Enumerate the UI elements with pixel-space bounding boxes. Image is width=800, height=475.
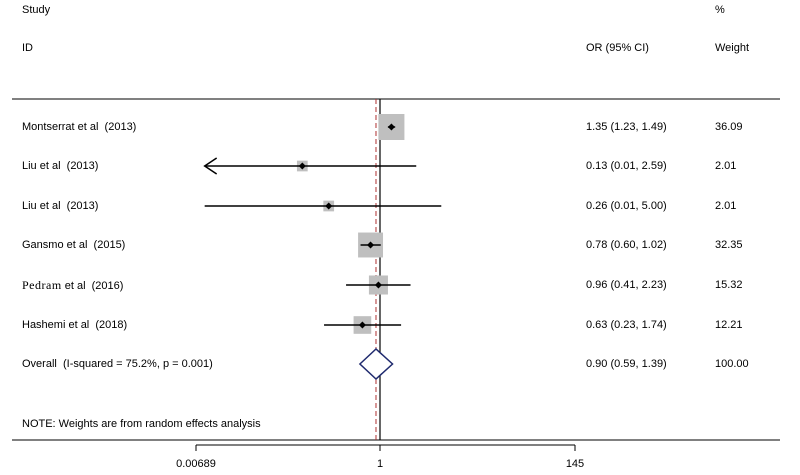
study-label: Pedram et al (2016) xyxy=(22,278,124,292)
ci-text: 0.96 (0.41, 2.23) xyxy=(586,279,667,291)
header-id: ID xyxy=(22,42,33,54)
point-estimate xyxy=(325,202,333,210)
footnote: NOTE: Weights are from random effects an… xyxy=(22,418,261,430)
weight-text: 2.01 xyxy=(715,200,737,212)
header-weight: Weight xyxy=(715,42,750,54)
overall-weight-text: 100.00 xyxy=(715,358,749,370)
ci-text: 1.35 (1.23, 1.49) xyxy=(586,121,667,133)
point-estimate xyxy=(358,321,366,329)
weight-text: 32.35 xyxy=(715,239,743,251)
weight-text: 12.21 xyxy=(715,319,743,331)
ci-arrow xyxy=(203,157,218,175)
study-label: Liu et al (2013) xyxy=(22,160,99,172)
header-or-ci: OR (95% CI) xyxy=(586,42,649,54)
weight-text: 36.09 xyxy=(715,121,743,133)
ci-text: 0.63 (0.23, 1.74) xyxy=(586,319,667,331)
header-percent: % xyxy=(715,4,725,16)
point-estimate xyxy=(374,281,382,289)
overall-diamond xyxy=(358,347,394,381)
study-label: Hashemi et al (2018) xyxy=(22,319,128,331)
ci-text: 0.26 (0.01, 5.00) xyxy=(586,200,667,212)
axis-tick-label: 0.00689 xyxy=(176,458,216,470)
point-estimate xyxy=(367,241,375,249)
ci-text: 0.13 (0.01, 2.59) xyxy=(586,160,667,172)
overall-label: Overall (I-squared = 75.2%, p = 0.001) xyxy=(22,358,213,370)
study-label: Liu et al (2013) xyxy=(22,200,99,212)
point-estimate xyxy=(387,123,395,131)
header-study: Study xyxy=(22,4,51,16)
weight-text: 15.32 xyxy=(715,279,743,291)
overall-ci-text: 0.90 (0.59, 1.39) xyxy=(586,358,667,370)
axis-tick-label: 1 xyxy=(376,458,384,470)
study-label: Gansmo et al (2015) xyxy=(22,239,126,251)
study-label: Montserrat et al (2013) xyxy=(22,121,137,133)
axis-tick-label: 145 xyxy=(565,458,585,470)
point-estimate xyxy=(298,162,306,170)
ci-text: 0.78 (0.60, 1.02) xyxy=(586,239,667,251)
weight-text: 2.01 xyxy=(715,160,737,172)
